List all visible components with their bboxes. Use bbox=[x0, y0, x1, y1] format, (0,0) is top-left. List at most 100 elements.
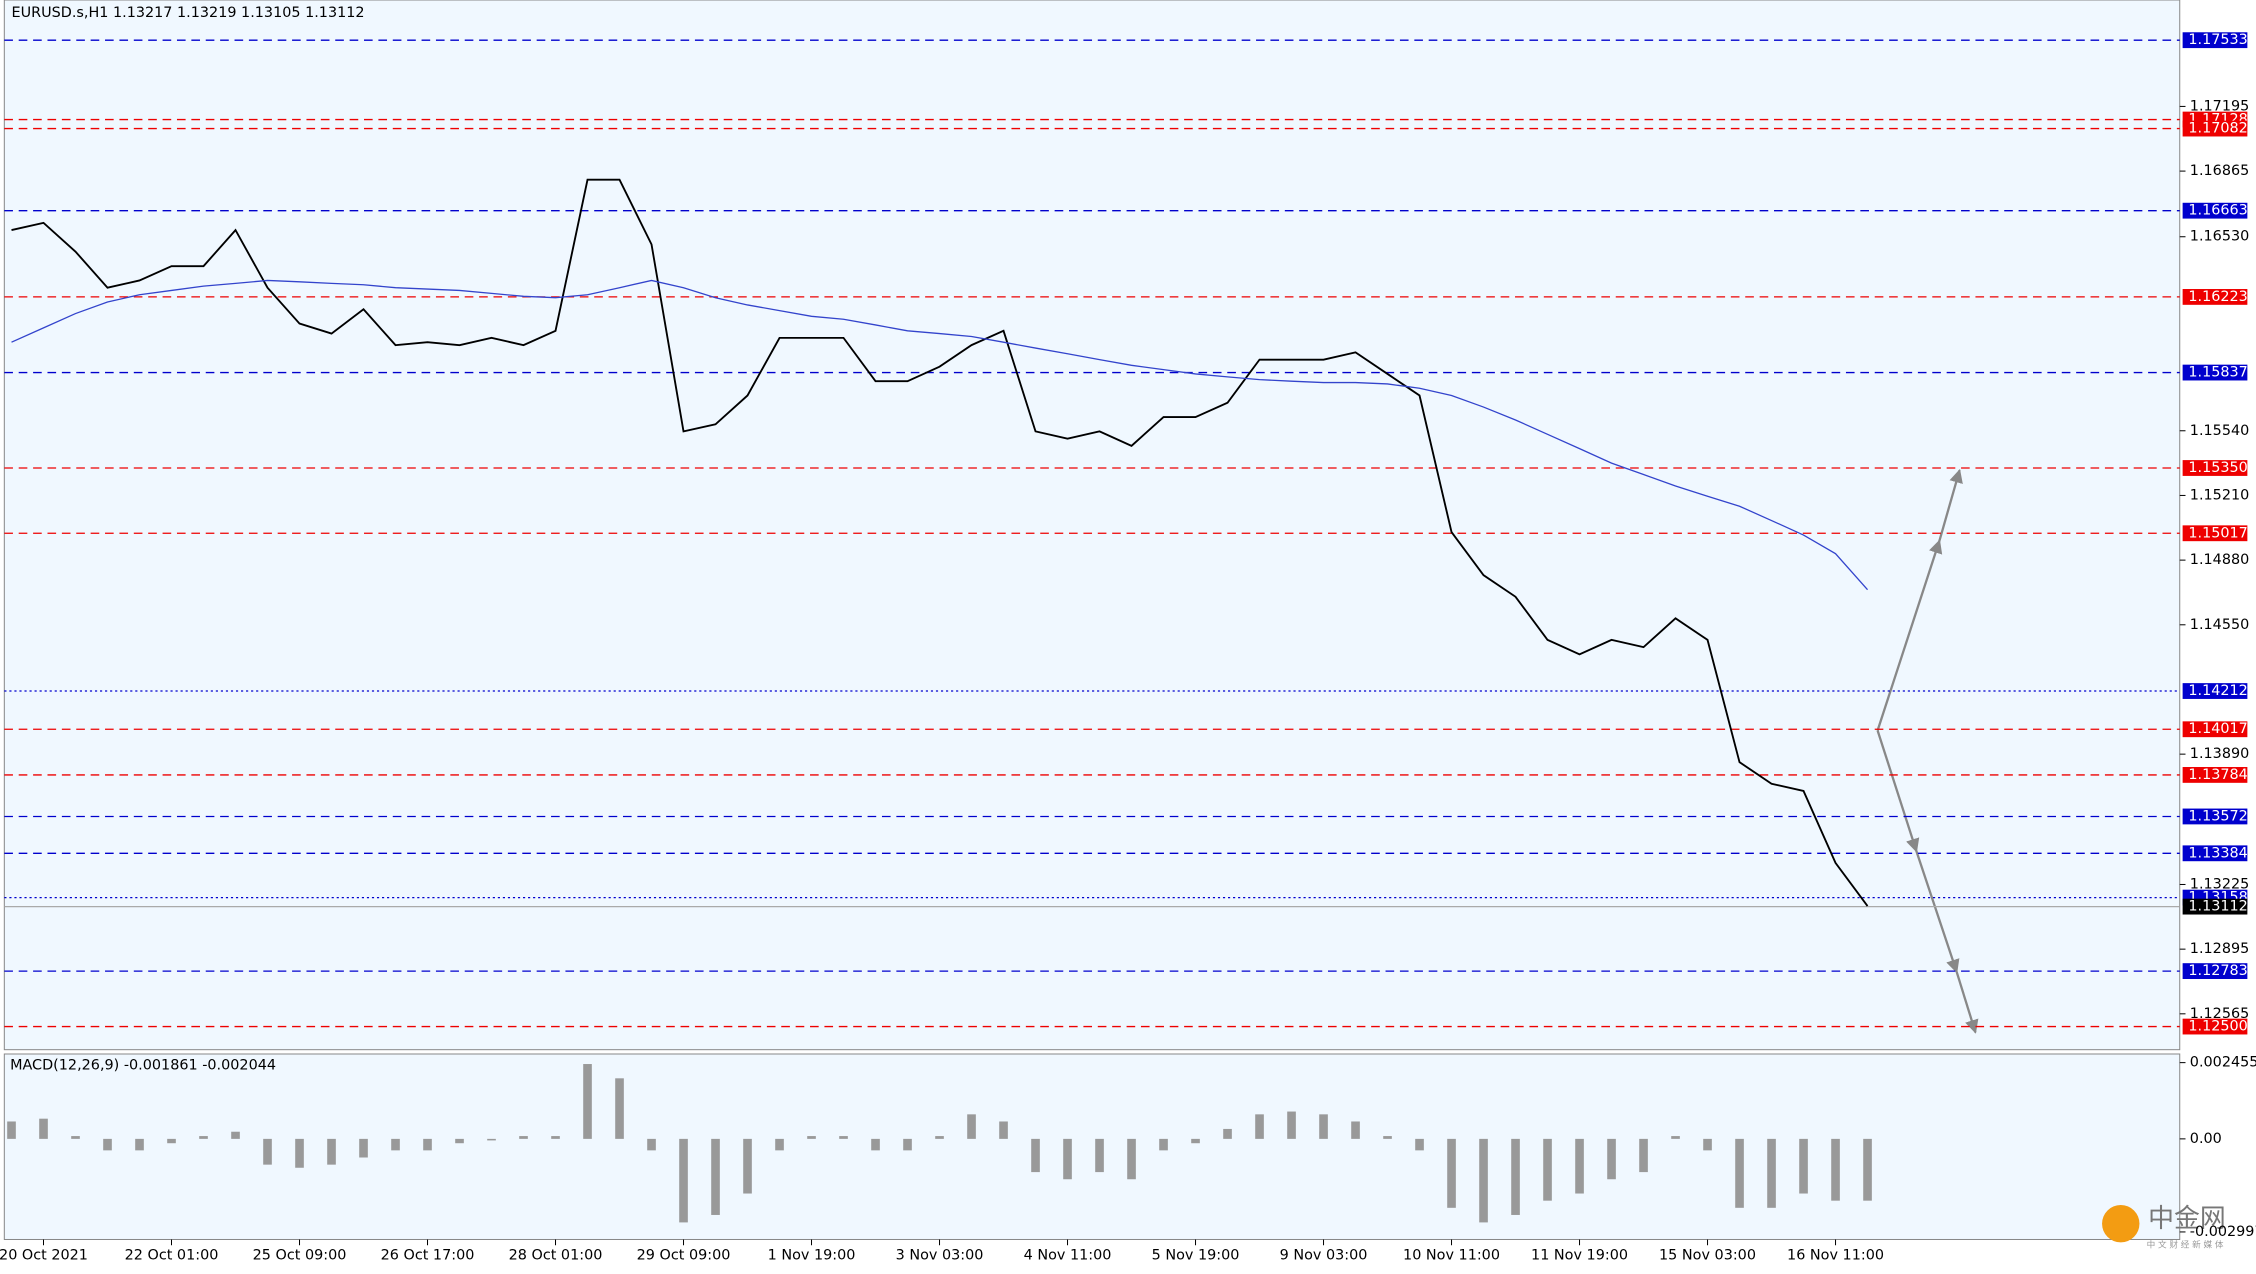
macd-bar bbox=[935, 1136, 944, 1139]
x-tick-label: 28 Oct 01:00 bbox=[509, 1247, 603, 1263]
x-tick-label: 15 Nov 03:00 bbox=[1659, 1247, 1756, 1263]
logo-icon bbox=[2102, 1204, 2140, 1243]
level-label-box bbox=[2182, 289, 2248, 305]
macd-bar bbox=[423, 1138, 432, 1151]
level-label-box bbox=[2182, 202, 2248, 219]
level-label: 1.15837 bbox=[2188, 365, 2247, 381]
level-label: 1.17533 bbox=[2188, 32, 2247, 48]
level-label: 1.13784 bbox=[2188, 767, 2247, 783]
macd-bar bbox=[1703, 1138, 1712, 1151]
macd-bar bbox=[775, 1138, 784, 1151]
macd-bar bbox=[1383, 1136, 1392, 1139]
level-label-box bbox=[2182, 808, 2248, 825]
macd-bar bbox=[1063, 1138, 1072, 1180]
level-label: 1.15017 bbox=[2188, 525, 2247, 541]
level-label-box bbox=[2182, 767, 2248, 783]
main-panel bbox=[3, 0, 2181, 1051]
y-tick-label: -0.002997 bbox=[2190, 1224, 2256, 1240]
level-label-box bbox=[2182, 525, 2248, 542]
y-tick-label: 1.12895 bbox=[2190, 941, 2249, 957]
y-tick-label: 1.16530 bbox=[2190, 229, 2249, 245]
y-tick-label: 0.002455 bbox=[2190, 1055, 2256, 1071]
macd-bar bbox=[1511, 1138, 1520, 1215]
price-line bbox=[11, 178, 1869, 907]
level-label-box bbox=[2182, 120, 2248, 137]
x-tick-label: 1 Nov 19:00 bbox=[768, 1247, 856, 1263]
macd-bar bbox=[871, 1138, 880, 1151]
macd-bar bbox=[1543, 1138, 1552, 1201]
macd-bar bbox=[1607, 1138, 1616, 1180]
macd-bar bbox=[135, 1138, 144, 1151]
macd-bar bbox=[103, 1138, 112, 1151]
macd-bar bbox=[839, 1136, 848, 1139]
x-tick-label: 16 Nov 11:00 bbox=[1787, 1247, 1884, 1263]
level-label: 1.16223 bbox=[2188, 289, 2247, 305]
macd-bar bbox=[7, 1121, 16, 1139]
macd-bar bbox=[487, 1138, 496, 1141]
macd-bar bbox=[1351, 1121, 1360, 1139]
forecast-arrows bbox=[1876, 468, 1979, 1034]
level-label: 1.13384 bbox=[2188, 845, 2247, 861]
macd-bar bbox=[391, 1138, 400, 1151]
macd-title: MACD(12,26,9) -0.001861 -0.002044 bbox=[10, 1058, 276, 1074]
macd-bar bbox=[903, 1138, 912, 1151]
level-label: 1.14017 bbox=[2188, 721, 2247, 737]
macd-bar bbox=[551, 1136, 560, 1139]
level-label: 1.17082 bbox=[2188, 121, 2247, 137]
macd-bar bbox=[807, 1136, 816, 1139]
y-tick-label: 1.15540 bbox=[2190, 423, 2249, 439]
macd-bar bbox=[1479, 1138, 1488, 1223]
macd-bar bbox=[167, 1138, 176, 1144]
chart-title: EURUSD.s,H1 1.13217 1.13219 1.13105 1.13… bbox=[12, 5, 365, 21]
y-tick-label: 1.13890 bbox=[2190, 746, 2249, 762]
level-label-box bbox=[2182, 683, 2248, 699]
macd-bar bbox=[1639, 1138, 1648, 1173]
macd-bar bbox=[71, 1136, 80, 1139]
macd-bar bbox=[1831, 1138, 1840, 1201]
macd-bar bbox=[1159, 1138, 1168, 1151]
macd-bar bbox=[1127, 1138, 1136, 1180]
macd-bar bbox=[711, 1138, 720, 1215]
macd-bar bbox=[679, 1138, 688, 1223]
macd-bar bbox=[1223, 1128, 1232, 1139]
level-label-box bbox=[2182, 460, 2248, 476]
macd-bar bbox=[455, 1138, 464, 1144]
y-tick-label: 1.15210 bbox=[2190, 487, 2249, 503]
x-tick-label: 25 Oct 09:00 bbox=[253, 1247, 347, 1263]
macd-bar bbox=[231, 1131, 240, 1139]
level-label: 1.16663 bbox=[2188, 203, 2247, 219]
y-tick-label: 0.00 bbox=[2190, 1131, 2222, 1147]
price-line bbox=[11, 279, 1869, 591]
macd-bar bbox=[1767, 1138, 1776, 1208]
level-label-box bbox=[2182, 845, 2248, 862]
x-tick-label: 20 Oct 2021 bbox=[0, 1247, 88, 1263]
macd-bar bbox=[295, 1138, 304, 1168]
macd-bar bbox=[583, 1064, 592, 1139]
x-tick-label: 22 Oct 01:00 bbox=[125, 1247, 219, 1263]
macd-bar bbox=[359, 1138, 368, 1158]
x-tick-label: 11 Nov 19:00 bbox=[1531, 1247, 1628, 1263]
arrow bbox=[1876, 539, 1943, 731]
macd-bar bbox=[519, 1136, 528, 1139]
macd-bar bbox=[199, 1136, 208, 1139]
macd-bar bbox=[1447, 1138, 1456, 1208]
macd-bar bbox=[743, 1138, 752, 1194]
macd-bar bbox=[39, 1118, 48, 1139]
macd-bar bbox=[327, 1138, 336, 1165]
macd-bar bbox=[1863, 1138, 1872, 1201]
macd-bar bbox=[1255, 1114, 1264, 1139]
watermark-sub: 中 文 财 经 新 媒 体 bbox=[2147, 1239, 2224, 1251]
y-tick-label: 1.16865 bbox=[2190, 163, 2249, 179]
macd-bar bbox=[1575, 1138, 1584, 1194]
x-tick-label: 3 Nov 03:00 bbox=[896, 1247, 984, 1263]
macd-bar bbox=[1031, 1138, 1040, 1173]
macd-bar bbox=[1671, 1136, 1680, 1139]
watermark: 中金网 bbox=[2148, 1204, 2226, 1234]
arrow bbox=[1876, 730, 1920, 853]
x-tick-label: 9 Nov 03:00 bbox=[1280, 1247, 1368, 1263]
macd-bar bbox=[647, 1138, 656, 1151]
macd-bar bbox=[1095, 1138, 1104, 1173]
macd-bar bbox=[967, 1114, 976, 1139]
